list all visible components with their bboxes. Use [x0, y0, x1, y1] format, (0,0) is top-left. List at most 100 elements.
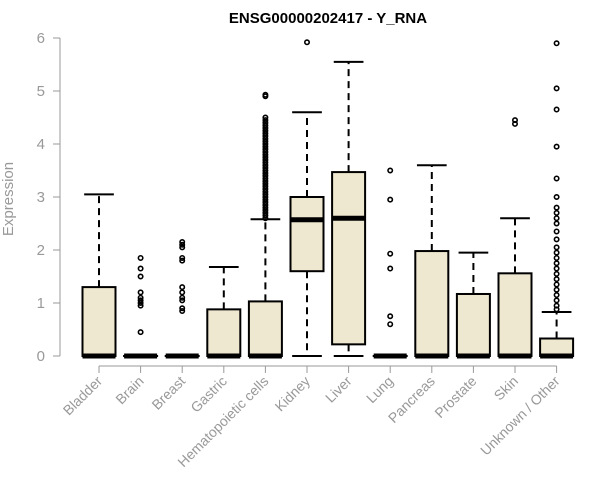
outlier-point [137, 302, 144, 309]
outlier-point [553, 286, 560, 293]
outlier-point [137, 273, 144, 280]
outlier-point [262, 183, 269, 190]
outlier-point [262, 135, 269, 142]
outlier-point [553, 244, 560, 251]
outlier-point [262, 159, 269, 166]
outlier-point [262, 196, 269, 203]
outlier-point [262, 125, 269, 132]
outlier-point [179, 289, 186, 296]
y-axis-label: Expression [0, 162, 17, 236]
x-tick-label: Brain [112, 373, 146, 407]
outlier-point [262, 212, 269, 219]
x-tick-label: Breast [148, 373, 188, 413]
box-group [164, 239, 200, 359]
outlier-point [179, 284, 186, 291]
outlier-point [262, 167, 269, 174]
outlier-point [387, 265, 394, 272]
outlier-point [262, 178, 269, 185]
y-tick-label: 3 [37, 189, 45, 206]
x-tick-label: Bladder [60, 373, 106, 419]
outlier-point [553, 228, 560, 235]
outlier-point [553, 270, 560, 277]
box-group [206, 265, 242, 359]
outlier-point [137, 299, 144, 306]
outlier-point [179, 239, 186, 246]
outlier-point [137, 265, 144, 272]
outlier-point [262, 146, 269, 153]
outlier-point [262, 201, 269, 208]
outlier-point [553, 302, 560, 309]
outlier-point [303, 39, 310, 46]
y-axis: 0 1 2 3 4 5 6 [37, 30, 61, 365]
box-group [123, 254, 159, 359]
chart-title: ENSG00000202417 - Y_RNA [229, 10, 427, 27]
outlier-point [553, 236, 560, 243]
x-tick-label: Prostate [431, 373, 479, 421]
outlier-point [387, 250, 394, 257]
outlier-point [262, 209, 269, 216]
outlier-point [262, 207, 269, 214]
outlier-point [553, 220, 560, 227]
outlier-point [553, 209, 560, 216]
x-tick-label: Lung [363, 373, 396, 406]
outlier-point [553, 260, 560, 267]
box-group [247, 91, 283, 359]
outlier-point [179, 297, 186, 304]
x-tick-label: Unknown / Other [477, 373, 563, 459]
box-body [81, 286, 117, 358]
outlier-point [137, 289, 144, 296]
outlier-point [179, 294, 186, 301]
outlier-point [553, 175, 560, 182]
outlier-point [387, 196, 394, 203]
box-body [331, 171, 367, 346]
outlier-point [553, 254, 560, 261]
box-group [497, 117, 533, 359]
outlier-point [262, 151, 269, 158]
outlier-point [262, 199, 269, 206]
outlier-point [179, 257, 186, 264]
x-tick-label: Kidney [272, 373, 314, 415]
outlier-point [553, 204, 560, 211]
outlier-point [553, 143, 560, 150]
box-group [81, 193, 117, 359]
outlier-point [262, 180, 269, 187]
outlier-point [262, 114, 269, 121]
y-tick-label: 2 [37, 242, 45, 259]
outlier-point [262, 191, 269, 198]
outlier-point [137, 294, 144, 301]
outlier-point [553, 265, 560, 272]
outlier-point [553, 106, 560, 113]
outlier-point [553, 249, 560, 256]
x-tick-label: Skin [491, 373, 522, 404]
outlier-point [179, 254, 186, 261]
outlier-point [262, 138, 269, 145]
y-tick-label: 0 [37, 348, 45, 365]
outlier-point [262, 170, 269, 177]
outlier-point [262, 130, 269, 137]
outlier-point [553, 215, 560, 222]
outlier-point [262, 156, 269, 163]
outlier-point [553, 292, 560, 299]
outlier-point [262, 122, 269, 129]
outlier-point [262, 133, 269, 140]
outlier-point [262, 175, 269, 182]
y-tick-label: 4 [37, 136, 45, 153]
outlier-point [387, 313, 394, 320]
box-body [206, 308, 242, 357]
outlier-point [262, 127, 269, 134]
outlier-point [553, 85, 560, 92]
box-group [455, 251, 491, 359]
x-tick-label: Liver [322, 373, 355, 406]
outlier-point [553, 297, 560, 304]
box-group [414, 164, 450, 359]
outlier-point [262, 148, 269, 155]
box-body [289, 196, 325, 273]
outlier-point [553, 194, 560, 201]
outlier-point [553, 276, 560, 283]
box-group [372, 167, 408, 359]
outlier-point [511, 117, 518, 124]
outlier-point [387, 167, 394, 174]
box-body [414, 250, 450, 357]
